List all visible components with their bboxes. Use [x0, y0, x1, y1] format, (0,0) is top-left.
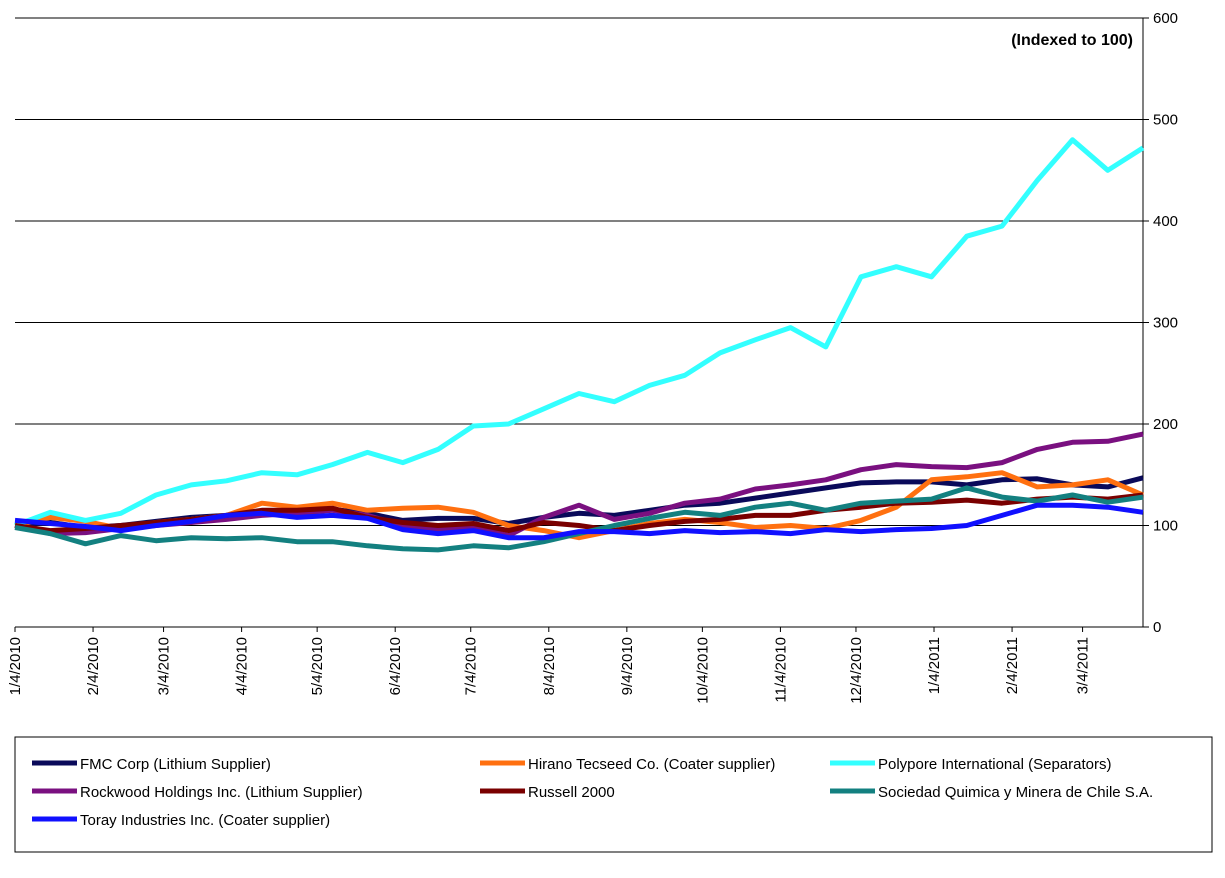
legend-label: Russell 2000	[528, 784, 615, 801]
x-tick-label: 7/4/2010	[463, 637, 480, 695]
x-tick-label: 1/4/2011	[926, 637, 943, 694]
series-line	[14, 502, 1144, 541]
legend-label: Polypore International (Separators)	[878, 756, 1111, 773]
legend-label: Rockwood Holdings Inc. (Lithium Supplier…	[80, 784, 363, 801]
series-line	[14, 137, 1145, 528]
x-tick-label: 2/4/2011	[1004, 637, 1021, 694]
y-tick-label: 200	[1153, 416, 1178, 433]
x-tick-label: 5/4/2010	[309, 637, 326, 695]
x-tick-label: 3/4/2010	[156, 637, 173, 695]
legend-box	[14, 736, 1213, 853]
x-tick-label: 10/4/2010	[694, 637, 711, 704]
x-tick-label: 8/4/2010	[541, 637, 558, 695]
y-tick-label: 100	[1153, 518, 1178, 535]
legend-label: Sociedad Quimica y Minera de Chile S.A.	[878, 784, 1153, 801]
x-tick-label: 12/4/2010	[848, 637, 865, 704]
y-tick-label: 500	[1153, 112, 1178, 129]
legend-label: Hirano Tecseed Co. (Coater supplier)	[528, 756, 775, 773]
x-tick-label: 3/4/2011	[1075, 637, 1092, 694]
x-tick-label: 4/4/2010	[234, 637, 251, 695]
x-tick-label: 11/4/2010	[772, 637, 789, 703]
legend-label: FMC Corp (Lithium Supplier)	[80, 756, 271, 773]
x-tick-label: 6/4/2010	[387, 637, 404, 695]
x-tick-label: 2/4/2010	[85, 637, 102, 695]
x-tick-label: 1/4/2010	[7, 637, 24, 695]
legend-label: Toray Industries Inc. (Coater supplier)	[80, 812, 330, 829]
x-tick-label: 9/4/2010	[619, 637, 636, 695]
y-tick-label: 300	[1153, 315, 1178, 332]
y-tick-label: 400	[1153, 213, 1178, 230]
y-tick-label: 600	[1153, 10, 1178, 27]
y-tick-label: 0	[1153, 619, 1161, 636]
annotation: (Indexed to 100)	[1011, 32, 1133, 49]
